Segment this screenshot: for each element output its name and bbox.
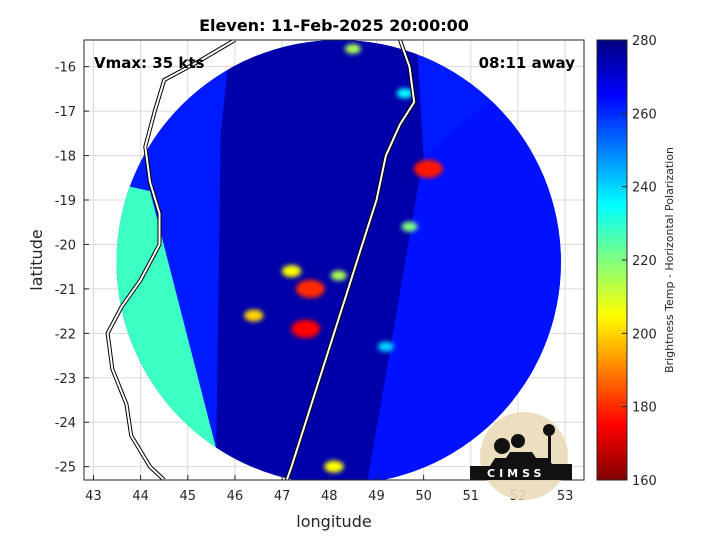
colorbar-tick-label: 180 [632, 401, 657, 416]
x-tick-label: 48 [321, 489, 338, 504]
x-tick-label: 50 [415, 489, 432, 504]
colorbar-tick-label: 280 [632, 34, 657, 49]
time-away-annotation: 08:11 away [479, 54, 576, 72]
coastline-line [106, 40, 236, 480]
brightness-feature [296, 279, 325, 298]
x-tick-label: 44 [132, 489, 149, 504]
x-axis-label: longitude [296, 512, 371, 531]
plot-frame [83, 39, 585, 481]
y-tick-label: -20 [55, 238, 76, 253]
colorbar-tick-label: 200 [632, 327, 657, 342]
brightness-feature [401, 221, 418, 232]
brightness-feature [324, 460, 344, 473]
coastline-line [285, 40, 416, 480]
y-tick-label: -23 [55, 372, 76, 387]
x-tick-label: 46 [227, 489, 244, 504]
x-tick-label: 45 [180, 489, 197, 504]
y-axis-label: latitude [27, 229, 46, 290]
colorbar-tick-label: 240 [632, 181, 657, 196]
y-tick-label: -17 [55, 105, 76, 120]
y-tick-label: -16 [55, 61, 76, 76]
x-tick-label: 43 [85, 489, 102, 504]
colorbar: 280 260 240 220 200 180 160 Brightness Temp - … [596, 34, 676, 489]
y-tick-label: -22 [55, 327, 76, 342]
brightness-feature [244, 309, 264, 322]
x-tick-label: 49 [368, 489, 385, 504]
coastline [105, 40, 417, 480]
x-tick-label: 51 [463, 489, 480, 504]
brightness-feature [413, 159, 443, 178]
colorbar-label: Brightness Temp - Horizontal Polarizatio… [663, 147, 676, 373]
x-tick-label: 47 [274, 489, 291, 504]
cimss-logo: CIMSS [470, 412, 572, 500]
brightness-feature [344, 43, 361, 54]
chart-title: Eleven: 11-Feb-2025 20:00:00 [199, 16, 469, 35]
y-tick-label: -18 [55, 150, 76, 165]
swath-central-dark [216, 40, 424, 480]
y-tick-label: -21 [55, 283, 76, 298]
y-tick-label: -24 [55, 416, 76, 431]
y-tick-label: -25 [55, 461, 76, 476]
brightness-feature [291, 319, 321, 338]
y-tick-label: -19 [55, 194, 76, 209]
vmax-annotation: Vmax: 35 kts [94, 54, 204, 72]
brightness-feature [396, 88, 413, 99]
brightness-feature [281, 265, 302, 278]
svg-text:CIMSS: CIMSS [487, 467, 545, 480]
colorbar-tick-label: 220 [632, 254, 657, 269]
colorbar-tick-label: 260 [632, 107, 657, 122]
brightness-feature [330, 270, 347, 281]
brightness-feature [377, 341, 394, 352]
x-tick-label: 53 [557, 489, 574, 504]
colorbar-tick-label: 160 [632, 474, 657, 489]
